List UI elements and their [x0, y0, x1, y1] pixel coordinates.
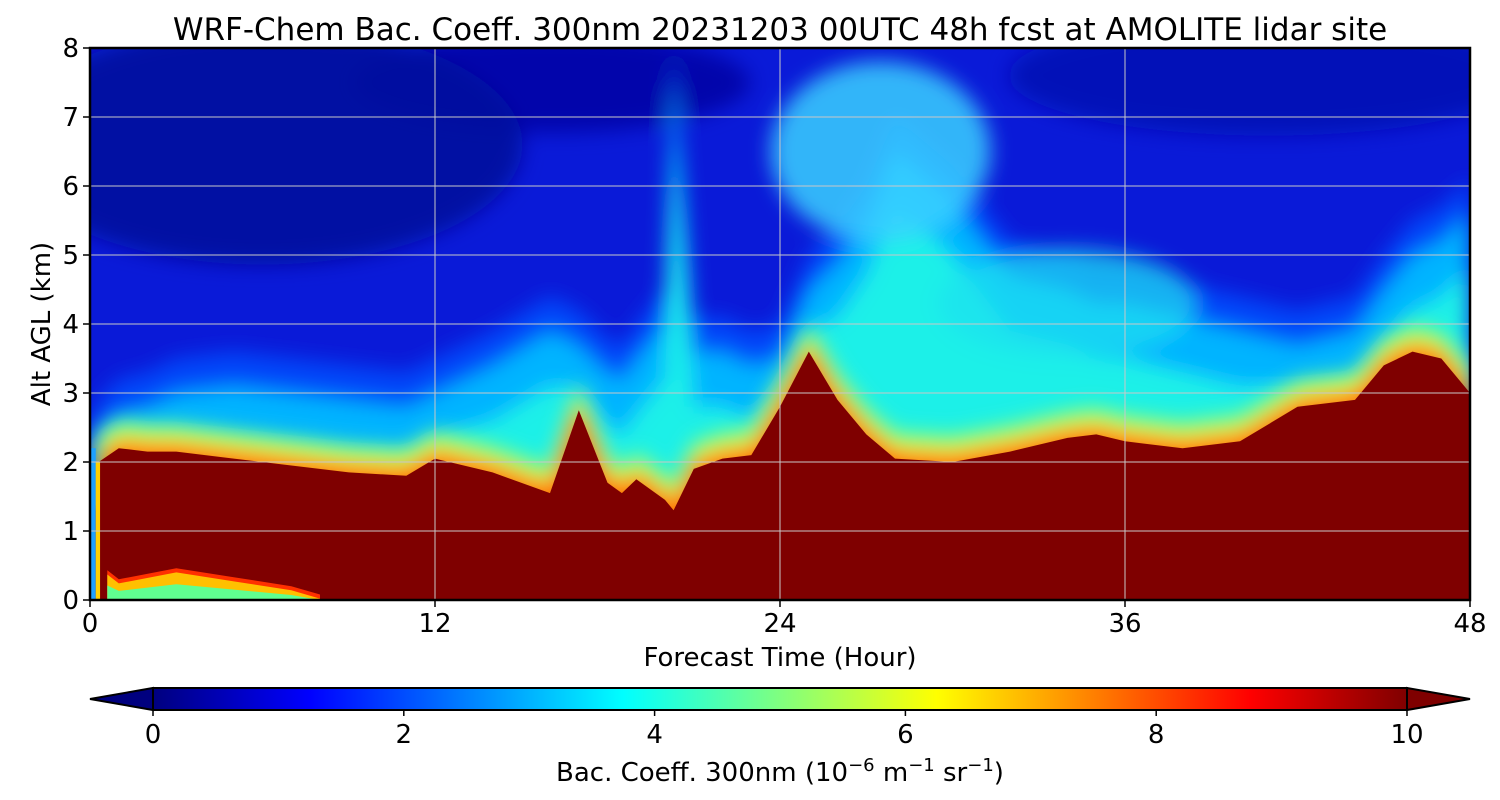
- backscatter-field: [90, 48, 1470, 600]
- y-tick-label: 2: [62, 448, 79, 478]
- surface-clean-layer: [90, 448, 320, 600]
- colorbar-extend-low: [89, 686, 154, 712]
- x-tick-label: 36: [1108, 609, 1141, 639]
- x-tick-label: 0: [82, 609, 99, 639]
- y-tick-label: 0: [62, 586, 79, 616]
- y-tick-label: 4: [62, 310, 79, 340]
- y-tick-label: 1: [62, 517, 79, 547]
- colorbar-tick-label: 2: [396, 720, 413, 750]
- colorbar-ticks: 0 2 4 6 8 10: [145, 710, 1424, 750]
- left-edge-column: [90, 448, 96, 600]
- clean-air-region: [350, 48, 750, 133]
- elevated-aerosol-patch: [770, 61, 991, 242]
- colorbar-label: Bac. Coeff. 300nm (10−6 m−1 sr−1): [556, 755, 1004, 788]
- colorbar: 0 2 4 6 8 10 Bac. Coeff. 300nm (10−6 m−1 sr−1…: [89, 686, 1471, 788]
- colorbar-tick-label: 6: [897, 720, 914, 750]
- y-tick-label: 5: [62, 241, 79, 271]
- colorbar-tick-label: 0: [145, 720, 162, 750]
- colorbar-body: [152, 687, 1408, 711]
- plot-area: [88, 46, 1472, 602]
- x-tick-label: 12: [418, 609, 451, 639]
- x-axis: 0 12 24 36 48: [82, 600, 1487, 639]
- chart-title: WRF-Chem Bac. Coeff. 300nm 20231203 00UT…: [173, 12, 1387, 48]
- x-axis-label: Forecast Time (Hour): [643, 643, 916, 673]
- surface-edge-green: [107, 584, 320, 600]
- grid: [90, 48, 1470, 600]
- colorbar-extend-high: [1406, 686, 1471, 712]
- colorbar-tick-label: 10: [1390, 720, 1423, 750]
- x-tick-label: 24: [763, 609, 796, 639]
- y-axis: 0 1 2 3 4 5 6 7 8: [62, 34, 90, 616]
- elevated-aerosol-patch: [937, 248, 1198, 359]
- y-axis-label: Alt AGL (km): [27, 242, 57, 406]
- clean-air-region: [1008, 48, 1470, 136]
- y-tick-label: 6: [62, 172, 79, 202]
- colorbar-tick-label: 4: [646, 720, 663, 750]
- x-tick-label: 48: [1453, 609, 1486, 639]
- colorbar-tick-label: 8: [1148, 720, 1165, 750]
- y-tick-label: 3: [62, 379, 79, 409]
- y-tick-label: 7: [62, 103, 79, 133]
- y-tick-label: 8: [62, 34, 79, 64]
